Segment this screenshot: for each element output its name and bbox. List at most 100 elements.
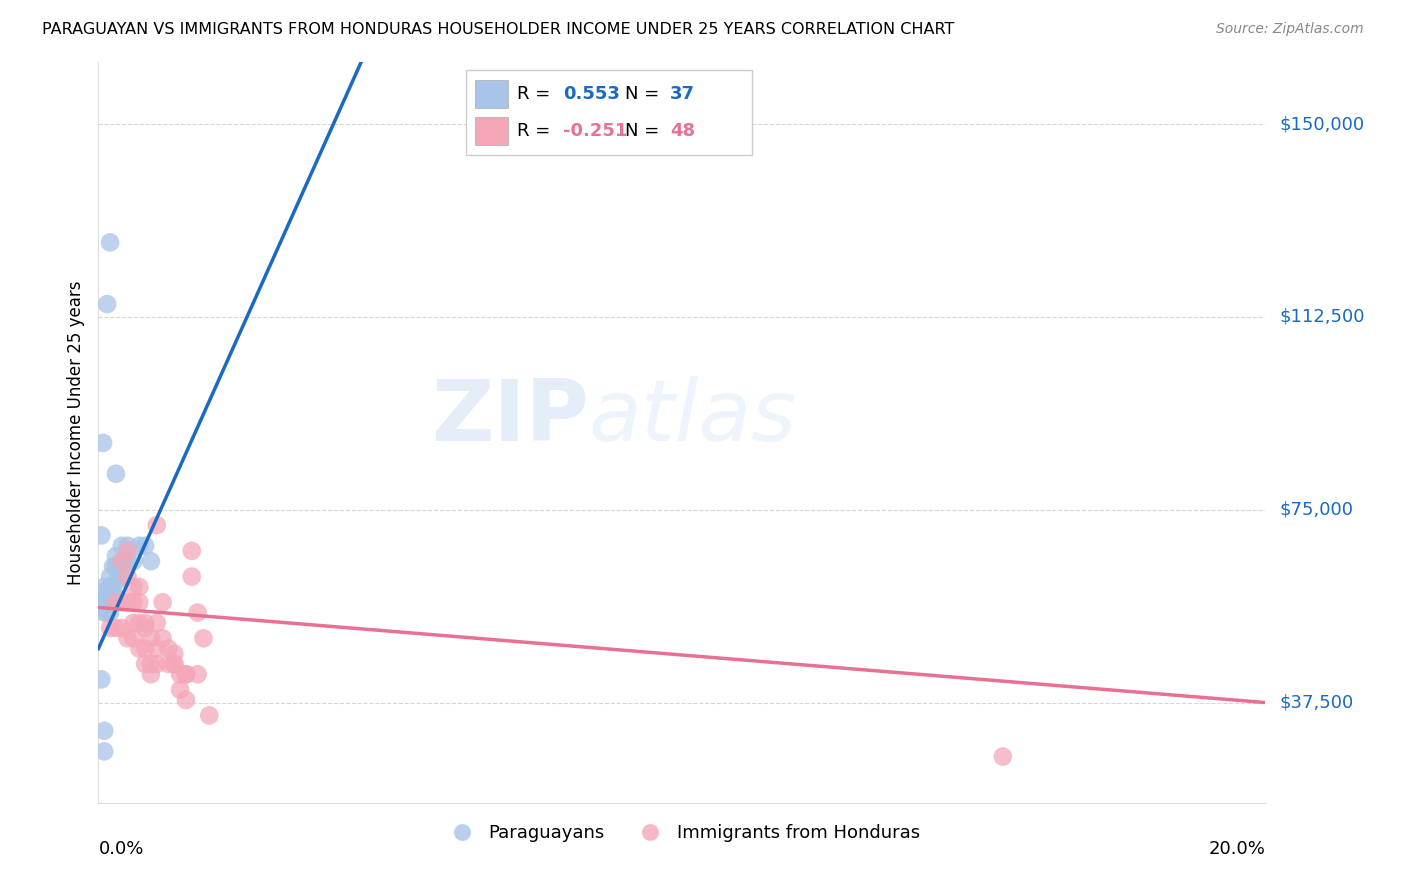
- Point: [128, 615, 150, 630]
- Point: [146, 615, 169, 630]
- Point: [139, 554, 162, 568]
- Text: $75,000: $75,000: [1279, 500, 1354, 519]
- Point: [111, 554, 134, 568]
- Point: [122, 580, 145, 594]
- Point: [146, 657, 169, 671]
- Point: [93, 580, 115, 594]
- Point: [111, 595, 134, 609]
- Text: 0.0%: 0.0%: [98, 840, 143, 858]
- Point: [187, 606, 209, 620]
- Point: [94, 595, 117, 609]
- Point: [90, 595, 112, 609]
- Text: N =: N =: [624, 122, 665, 140]
- Text: atlas: atlas: [589, 376, 797, 459]
- Point: [91, 585, 114, 599]
- Point: [101, 559, 124, 574]
- Point: [174, 693, 197, 707]
- Point: [104, 467, 127, 481]
- Text: 20.0%: 20.0%: [1209, 840, 1265, 858]
- Point: [117, 554, 139, 568]
- Point: [96, 297, 118, 311]
- Point: [134, 615, 156, 630]
- Point: [90, 528, 112, 542]
- Point: [98, 595, 121, 609]
- Point: [98, 606, 121, 620]
- Point: [104, 595, 127, 609]
- Point: [98, 235, 121, 250]
- Point: [139, 657, 162, 671]
- Point: [163, 647, 186, 661]
- Point: [104, 621, 127, 635]
- Text: R =: R =: [517, 86, 557, 103]
- Point: [146, 518, 169, 533]
- Point: [122, 554, 145, 568]
- Point: [991, 749, 1014, 764]
- Point: [111, 569, 134, 583]
- Point: [157, 641, 180, 656]
- Point: [93, 723, 115, 738]
- Point: [117, 632, 139, 646]
- Point: [122, 615, 145, 630]
- Point: [98, 580, 121, 594]
- Point: [180, 544, 202, 558]
- Point: [98, 621, 121, 635]
- Text: 37: 37: [671, 86, 695, 103]
- Point: [96, 606, 118, 620]
- Point: [104, 590, 127, 604]
- Point: [152, 595, 174, 609]
- Point: [169, 667, 191, 681]
- Point: [128, 595, 150, 609]
- Point: [174, 667, 197, 681]
- Text: N =: N =: [624, 86, 665, 103]
- Point: [96, 590, 118, 604]
- Point: [163, 657, 186, 671]
- Point: [122, 632, 145, 646]
- Y-axis label: Householder Income Under 25 years: Householder Income Under 25 years: [66, 280, 84, 585]
- Point: [111, 554, 134, 568]
- Point: [134, 641, 156, 656]
- FancyBboxPatch shape: [475, 80, 508, 108]
- Text: $37,500: $37,500: [1279, 694, 1354, 712]
- Point: [117, 544, 139, 558]
- Text: 0.553: 0.553: [562, 86, 620, 103]
- Text: ZIP: ZIP: [430, 376, 589, 459]
- Point: [91, 436, 114, 450]
- Point: [128, 539, 150, 553]
- Text: PARAGUAYAN VS IMMIGRANTS FROM HONDURAS HOUSEHOLDER INCOME UNDER 25 YEARS CORRELA: PARAGUAYAN VS IMMIGRANTS FROM HONDURAS H…: [42, 22, 955, 37]
- Point: [169, 682, 191, 697]
- Text: R =: R =: [517, 122, 557, 140]
- Point: [93, 744, 115, 758]
- Point: [117, 539, 139, 553]
- Point: [101, 580, 124, 594]
- Point: [134, 657, 156, 671]
- Point: [193, 632, 215, 646]
- Point: [90, 673, 112, 687]
- Text: 48: 48: [671, 122, 696, 140]
- Point: [152, 632, 174, 646]
- Point: [174, 667, 197, 681]
- Point: [93, 606, 115, 620]
- Point: [104, 574, 127, 589]
- Point: [117, 595, 139, 609]
- Point: [117, 569, 139, 583]
- Point: [157, 657, 180, 671]
- Point: [108, 565, 131, 579]
- Point: [163, 657, 186, 671]
- Point: [122, 595, 145, 609]
- Point: [187, 667, 209, 681]
- Point: [111, 621, 134, 635]
- Point: [93, 590, 115, 604]
- Point: [104, 549, 127, 563]
- Text: -0.251: -0.251: [562, 122, 627, 140]
- Point: [134, 539, 156, 553]
- FancyBboxPatch shape: [475, 117, 508, 145]
- Text: $150,000: $150,000: [1279, 115, 1364, 133]
- Point: [128, 580, 150, 594]
- Point: [114, 554, 136, 568]
- Point: [128, 641, 150, 656]
- Point: [104, 559, 127, 574]
- Point: [146, 641, 169, 656]
- Point: [111, 539, 134, 553]
- Point: [180, 569, 202, 583]
- Point: [134, 621, 156, 635]
